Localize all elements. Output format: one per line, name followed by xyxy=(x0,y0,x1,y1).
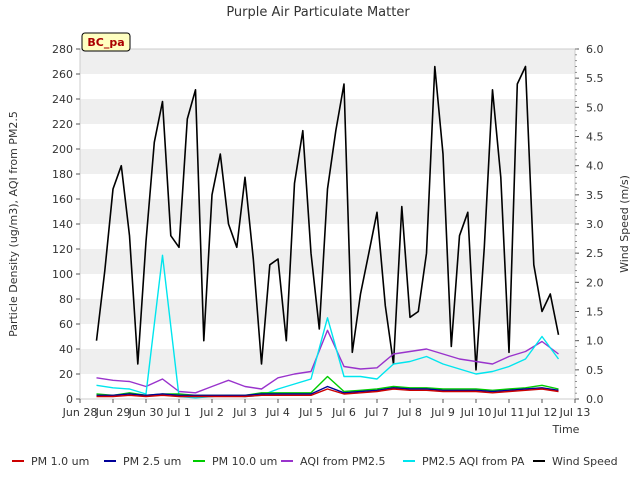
x-axis-label: Time xyxy=(552,423,580,436)
x-tick-label: Jul 8 xyxy=(397,406,422,419)
x-tick-label: Jul 3 xyxy=(232,406,257,419)
legend-label: PM2.5 AQI from PA xyxy=(422,455,525,468)
x-tick-label: Jun 29 xyxy=(95,406,131,419)
y-tick-label-left: 280 xyxy=(52,43,73,56)
grid-band xyxy=(80,99,575,124)
x-tick-label: Jul 2 xyxy=(199,406,224,419)
x-tick-label: Jul 12 xyxy=(526,406,558,419)
x-tick-label: Jul 10 xyxy=(460,406,492,419)
grid-band xyxy=(80,149,575,174)
y-tick-label-right: 3.0 xyxy=(586,218,604,231)
right-axis: 0.0 0.5 1.0 1.5 2.0 2.5 3.0 3.5 4.0 4.5 5.0 5.5 6.0 xyxy=(575,43,604,406)
series-line-pm-2-5-um xyxy=(96,385,559,396)
legend-label: Wind Speed xyxy=(552,455,618,468)
x-tick-label: Jun 30 xyxy=(128,406,164,419)
grid-band xyxy=(80,199,575,224)
y-tick-label-left: 40 xyxy=(59,343,73,356)
y-tick-label-left: 180 xyxy=(52,168,73,181)
x-tick-label: Jun 28 xyxy=(62,406,98,419)
x-tick-label: Jul 5 xyxy=(298,406,323,419)
legend-label: PM 2.5 um xyxy=(123,455,181,468)
series-layer xyxy=(95,65,560,399)
x-tick-label: Jul 6 xyxy=(331,406,356,419)
site-badge-box xyxy=(81,32,131,52)
y-tick-label-right: 0.0 xyxy=(586,393,604,406)
legend: PM 1.0 um PM 2.5 um PM 10.0 um AQI from PM2… xyxy=(12,455,618,468)
y-tick-label-left: 100 xyxy=(52,268,73,281)
y-tick-label-left: 220 xyxy=(52,118,73,131)
left-axis: 0 20 40 60 80 100 120 140 160 180 200 220 240 260 280 xyxy=(52,43,80,406)
series-line-pm2-5-aqi-from-pa xyxy=(96,254,560,399)
y-tick-label-right: 4.5 xyxy=(586,131,604,144)
x-tick-label: Jul 11 xyxy=(493,406,525,419)
grid-band xyxy=(80,249,575,274)
y-axis-label-left: Particle Density (ug/m3), AQI from PM2.5 xyxy=(7,111,20,337)
y-tick-label-right: 0.5 xyxy=(586,364,604,377)
y-tick-label-right: 2.5 xyxy=(586,247,604,260)
y-tick-label-right: 6.0 xyxy=(586,43,604,56)
y-tick-label-left: 260 xyxy=(52,68,73,81)
x-tick-label: Jul 13 xyxy=(559,406,591,419)
y-tick-label-right: 5.5 xyxy=(586,72,604,85)
legend-label: AQI from PM2.5 xyxy=(300,455,385,468)
series-line-aqi-from-pm2-5 xyxy=(96,329,559,394)
y-tick-label-left: 60 xyxy=(59,318,73,331)
y-tick-label-left: 160 xyxy=(52,193,73,206)
series-line-wind-speed xyxy=(95,65,560,371)
series-line-pm-10-0-um xyxy=(96,375,559,396)
site-badge-label: BC_pa xyxy=(87,36,124,49)
x-tick-label: Jul 4 xyxy=(265,406,290,419)
x-tick-label: Jul 9 xyxy=(430,406,455,419)
x-tick-label: Jul 7 xyxy=(364,406,389,419)
y-tick-label-right: 1.0 xyxy=(586,335,604,348)
grid-bands xyxy=(80,49,575,374)
legend-label: PM 10.0 um xyxy=(212,455,277,468)
series-line-pm-1-0-um xyxy=(96,388,559,398)
grid-band xyxy=(80,49,575,74)
y-tick-label-right: 4.0 xyxy=(586,160,604,173)
y-tick-label-left: 200 xyxy=(52,143,73,156)
y-tick-label-right: 1.5 xyxy=(586,306,604,319)
y-axis-label-right: Wind Speed (m/s) xyxy=(618,175,631,273)
y-tick-label-left: 140 xyxy=(52,218,73,231)
y-tick-label-left: 0 xyxy=(66,393,73,406)
y-tick-label-right: 2.0 xyxy=(586,276,604,289)
chart-title: Purple Air Particulate Matter xyxy=(226,5,410,20)
site-badge: BC_pa xyxy=(81,32,131,52)
y-tick-label-left: 240 xyxy=(52,93,73,106)
y-tick-label-left: 80 xyxy=(59,293,73,306)
grid-band xyxy=(80,349,575,374)
y-tick-label-right: 3.5 xyxy=(586,189,604,202)
y-tick-label-left: 20 xyxy=(59,368,73,381)
legend-label: PM 1.0 um xyxy=(31,455,89,468)
y-tick-label-left: 120 xyxy=(52,243,73,256)
y-tick-label-right: 5.0 xyxy=(586,101,604,114)
x-tick-label: Jul 1 xyxy=(166,406,191,419)
